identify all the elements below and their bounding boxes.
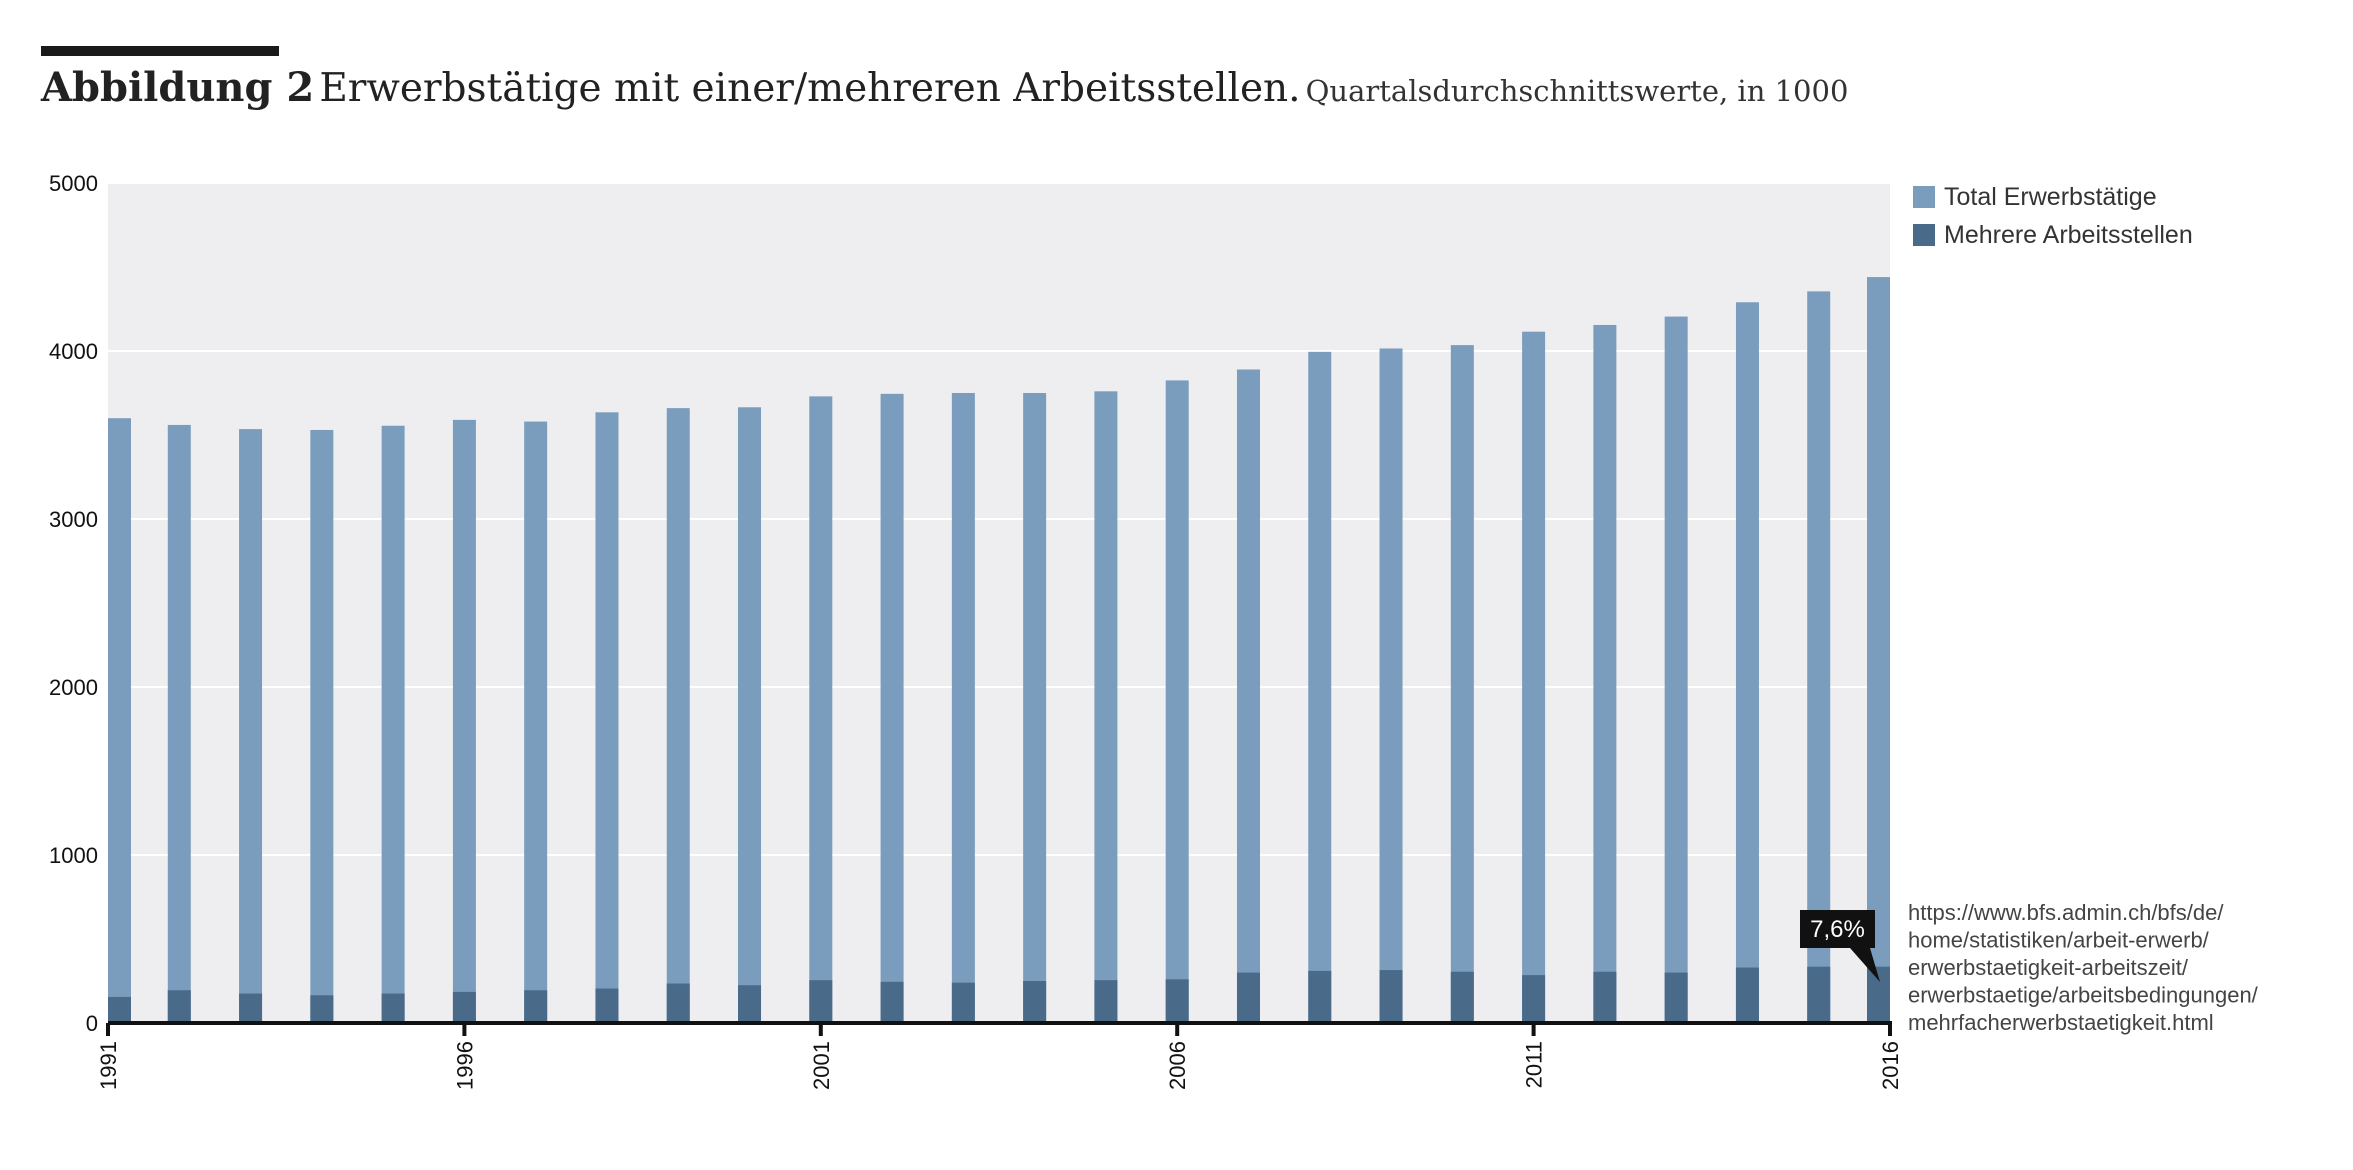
- bar-total: [1094, 391, 1118, 1023]
- y-tick-label: 2000: [49, 675, 98, 700]
- bar-total: [1735, 302, 1759, 1023]
- bar-total: [809, 396, 833, 1023]
- bar-mehrere: [1807, 966, 1831, 1023]
- bar-mehrere: [1593, 971, 1617, 1023]
- bar-total: [524, 421, 548, 1023]
- bar-mehrere: [108, 996, 131, 1023]
- bar-mehrere: [1450, 971, 1474, 1023]
- bar-total: [666, 408, 690, 1023]
- bar-mehrere: [310, 995, 334, 1023]
- bar-total: [310, 429, 334, 1024]
- bar-total: [1664, 316, 1688, 1023]
- bar-total: [167, 424, 191, 1023]
- bar-total: [381, 425, 405, 1023]
- title-bar: [41, 46, 279, 56]
- bar-total: [1165, 380, 1189, 1023]
- x-tick-label: 2006: [1165, 1041, 1190, 1090]
- bar-mehrere: [1094, 980, 1118, 1023]
- bar-total: [1522, 331, 1546, 1023]
- x-tick-label: 2016: [1878, 1041, 1903, 1090]
- legend-label: Total Erwerbstätige: [1944, 183, 2157, 211]
- source-line: erwerbstaetige/arbeitsbedingungen/: [1908, 983, 2259, 1008]
- x-tick-label: 2011: [1522, 1041, 1547, 1088]
- bar-mehrere: [1867, 966, 1890, 1023]
- y-tick-label: 3000: [49, 507, 98, 532]
- bar-mehrere: [1522, 975, 1546, 1023]
- bar-total: [1236, 369, 1260, 1024]
- bar-total: [1308, 351, 1332, 1024]
- bar-total: [1450, 345, 1474, 1023]
- source-line: home/statistiken/arbeit-erwerb/: [1908, 928, 2210, 953]
- y-tick-label: 0: [86, 1011, 98, 1036]
- bar-mehrere: [880, 981, 904, 1023]
- y-tick-label: 4000: [49, 339, 98, 364]
- bar-mehrere: [666, 983, 690, 1023]
- figure-label: Abbildung 2: [41, 64, 315, 111]
- source-line: erwerbstaetigkeit-arbeitszeit/: [1908, 955, 2189, 980]
- source-line: https://www.bfs.admin.ch/bfs/de/: [1908, 900, 2224, 925]
- bar-total: [1023, 393, 1047, 1023]
- bar-total: [738, 407, 762, 1023]
- bar-mehrere: [595, 988, 619, 1023]
- bar-total: [1807, 291, 1831, 1023]
- bar-total: [1379, 348, 1403, 1024]
- bar-total: [951, 393, 975, 1023]
- legend-swatch: [1913, 186, 1935, 208]
- annotation-label: 7,6%: [1810, 916, 1865, 943]
- bar-total: [880, 393, 904, 1024]
- bar-mehrere: [809, 980, 833, 1023]
- annotation-pointer: [1850, 948, 1880, 982]
- x-tick-label: 1991: [96, 1041, 121, 1090]
- bar-mehrere: [381, 993, 405, 1023]
- bar-total: [1593, 324, 1617, 1024]
- bar-total: [595, 412, 619, 1023]
- annotation-box: [1800, 910, 1875, 948]
- y-tick-label: 5000: [49, 171, 98, 196]
- bar-mehrere: [452, 991, 476, 1023]
- bar-mehrere: [1023, 981, 1047, 1023]
- chart-title: Abbildung 2 Erwerbstätige mit einer/mehr…: [41, 64, 1848, 111]
- bar-mehrere: [1664, 972, 1688, 1023]
- bar-mehrere: [1735, 967, 1759, 1023]
- bar-mehrere: [951, 982, 975, 1023]
- figure-subtitle: Quartalsdurchschnittswerte, in 1000: [1305, 74, 1849, 108]
- legend-label: Mehrere Arbeitsstellen: [1944, 221, 2193, 249]
- bar-mehrere: [167, 990, 191, 1023]
- figure-title: Erwerbstätige mit einer/mehreren Arbeits…: [319, 66, 1301, 111]
- bar-mehrere: [1308, 970, 1332, 1023]
- bar-total: [1867, 277, 1890, 1024]
- bar-total: [452, 419, 476, 1023]
- bar-total: [239, 429, 263, 1023]
- plot-area: [108, 183, 1890, 1023]
- bar-mehrere: [1236, 972, 1260, 1023]
- source-line: mehrfacherwerbstaetigkeit.html: [1908, 1010, 2214, 1035]
- bar-mehrere: [1165, 979, 1189, 1023]
- x-tick-label: 2001: [809, 1041, 834, 1090]
- bar-mehrere: [524, 990, 548, 1023]
- bar-total: [108, 418, 131, 1023]
- bar-mehrere: [239, 993, 263, 1023]
- legend-swatch: [1913, 224, 1935, 246]
- bar-mehrere: [738, 985, 762, 1023]
- bar-mehrere: [1379, 970, 1403, 1023]
- y-tick-label: 1000: [49, 843, 98, 868]
- x-tick-label: 1996: [452, 1041, 477, 1090]
